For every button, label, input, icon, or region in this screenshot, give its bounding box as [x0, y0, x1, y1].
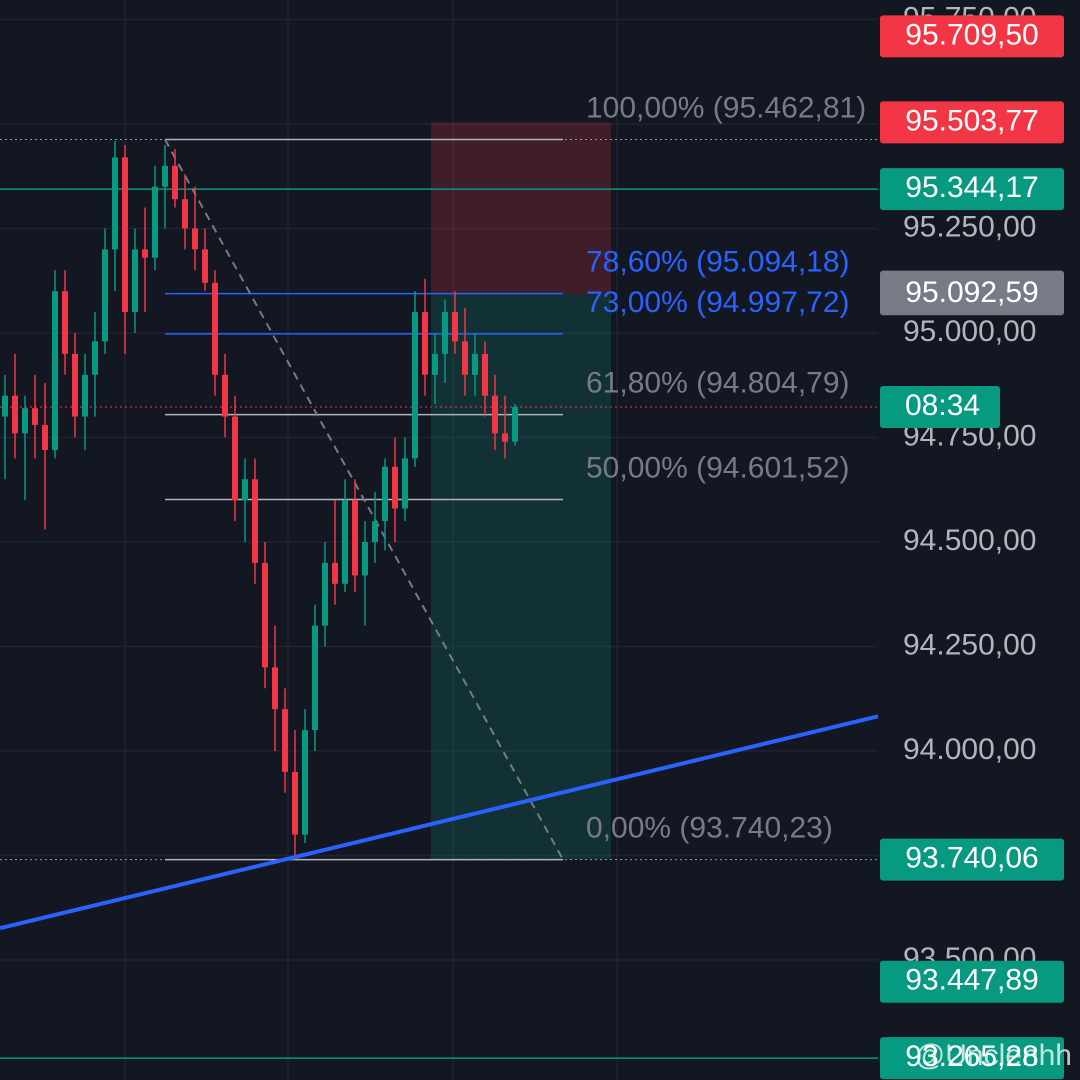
- price-label-box: [880, 273, 1064, 316]
- candle-body: [212, 282, 218, 375]
- price-label: 95.709,50: [905, 18, 1038, 51]
- candle-body: [232, 416, 238, 501]
- fib-trend: [164, 139, 564, 861]
- candle-body: [12, 395, 18, 434]
- candle-body: [82, 374, 88, 417]
- candle-body: [502, 433, 508, 442]
- candle-body: [462, 341, 468, 375]
- candle-body: [492, 395, 498, 434]
- candle-body: [132, 249, 138, 313]
- candle-body: [432, 353, 438, 375]
- candle-body: [342, 500, 348, 584]
- candle-body: [362, 541, 368, 576]
- candle-body: [62, 291, 68, 354]
- candle-body: [392, 466, 398, 509]
- candle-body: [252, 479, 258, 563]
- price-label-box: [880, 960, 1064, 1003]
- target-zone: [431, 294, 611, 860]
- price-label-box: [880, 838, 1064, 881]
- candle-body: [472, 353, 478, 375]
- y-tick-label: 95.000,00: [903, 315, 1036, 348]
- price-label-box: [880, 15, 1064, 58]
- candle-body: [402, 458, 408, 509]
- y-tick-label: 95.250,00: [903, 210, 1036, 243]
- candle-body: [352, 500, 358, 576]
- candle-body: [482, 353, 488, 396]
- candle-body: [332, 562, 338, 584]
- fib-label: 73,00% (94.997,72): [586, 286, 850, 319]
- candle-body: [412, 312, 418, 459]
- price-label: 95.503,77: [905, 104, 1038, 137]
- price-label-box: [880, 1037, 1064, 1080]
- candle-body: [182, 199, 188, 229]
- candle-body: [322, 562, 328, 626]
- candle-body: [202, 249, 208, 283]
- candle-body: [222, 374, 228, 417]
- candle-body: [382, 466, 388, 522]
- price-label: 93.265,28: [905, 1040, 1038, 1073]
- trend-line: [0, 714, 879, 931]
- candle-body: [272, 667, 278, 710]
- stop-zone: [431, 122, 611, 295]
- candle-body: [162, 165, 168, 187]
- candle-body: [152, 186, 158, 258]
- candle-body: [52, 291, 58, 451]
- candle-body: [22, 408, 28, 434]
- y-tick-label: 94.250,00: [903, 628, 1036, 661]
- candle-body: [372, 521, 378, 542]
- price-label: 93.740,06: [905, 842, 1038, 875]
- candle-body: [452, 312, 458, 342]
- candle-body: [142, 249, 148, 258]
- candle-body: [442, 312, 448, 354]
- candle-body: [32, 408, 38, 425]
- candle-body: [512, 406, 518, 442]
- candle-body: [92, 341, 98, 375]
- y-tick-label: 94.000,00: [903, 733, 1036, 766]
- fib-label: 50,00% (94.601,52): [586, 451, 850, 484]
- price-label-box: [880, 101, 1064, 144]
- candle-body: [112, 157, 118, 250]
- candle-body: [302, 730, 308, 835]
- watermark: @Unclenhh: [915, 1039, 1072, 1072]
- candle-body: [312, 625, 318, 731]
- candle-body: [2, 395, 8, 417]
- candle-body: [192, 228, 198, 250]
- candle-body: [422, 312, 428, 375]
- candle-body: [262, 562, 268, 668]
- candle-body: [102, 249, 108, 342]
- candle-body: [242, 479, 248, 501]
- fib-label: 61,80% (94.804,79): [586, 367, 850, 400]
- price-label-box: [880, 168, 1064, 211]
- candle-body: [292, 771, 298, 835]
- countdown-box: [880, 385, 1000, 428]
- candle-body: [172, 165, 178, 200]
- countdown: 08:34: [905, 389, 980, 422]
- price-label: 95.092,59: [905, 276, 1038, 309]
- candle-body: [42, 424, 48, 451]
- y-tick-label: 94.500,00: [903, 524, 1036, 557]
- fib-label: 0,00% (93.740,23): [586, 811, 833, 844]
- candle-body: [122, 157, 128, 313]
- candle-body: [72, 353, 78, 417]
- price-label: 93.447,89: [905, 964, 1038, 997]
- candle-body: [282, 709, 288, 772]
- fib-label: 100,00% (95.462,81): [586, 91, 866, 124]
- fib-label: 78,60% (95.094,18): [586, 246, 850, 279]
- price-label: 95.344,17: [905, 171, 1038, 204]
